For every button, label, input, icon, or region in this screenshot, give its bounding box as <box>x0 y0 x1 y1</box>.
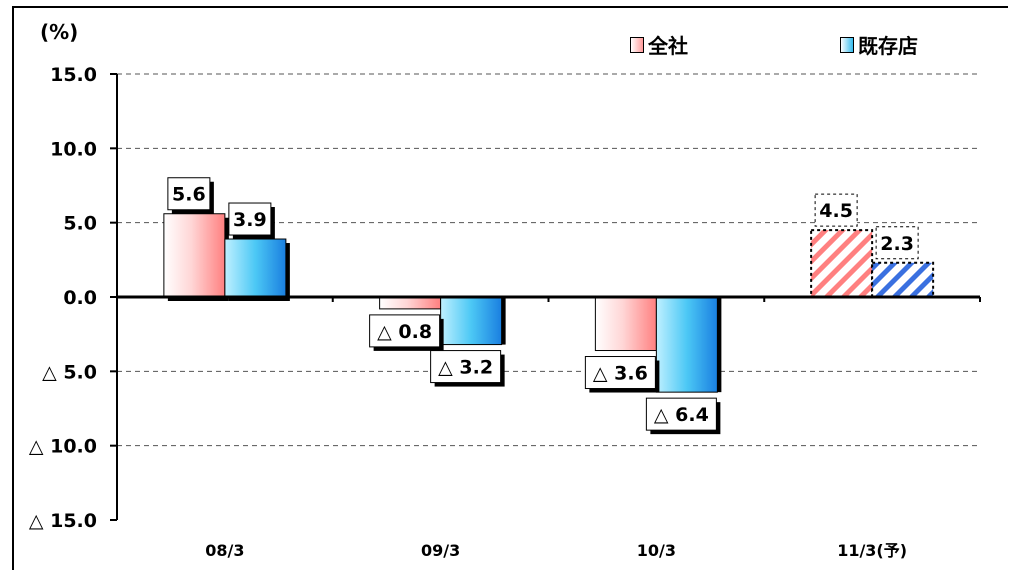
y-tick-label: 10.0 <box>50 138 97 160</box>
data-label: 2.3 <box>880 233 914 255</box>
legend-swatch-kizonten <box>840 36 854 53</box>
data-label: 3.9 <box>233 209 267 231</box>
legend-item-kizonten: 既存店 <box>840 30 918 59</box>
x-category-label: 08/3 <box>205 541 244 560</box>
data-label-box <box>430 350 502 384</box>
bar-kizonten <box>224 238 287 298</box>
legend-item-zensha: 全社 <box>630 30 688 59</box>
data-label-box <box>814 193 858 227</box>
data-label: △ 6.4 <box>654 404 709 426</box>
y-tick-label: 0.0 <box>63 287 97 309</box>
bar-zensha <box>594 296 657 352</box>
chart-frame <box>12 6 1008 570</box>
data-label-box <box>584 356 656 390</box>
data-label-box <box>228 202 272 236</box>
bar-zensha <box>379 296 442 310</box>
y-axis-unit-label: (%) <box>40 20 79 44</box>
data-label-box <box>875 226 919 260</box>
data-label: 5.6 <box>172 184 206 206</box>
bar-zensha <box>163 213 226 298</box>
data-label: 4.5 <box>819 200 853 222</box>
y-tick-label: 15.0 <box>50 64 97 86</box>
data-label-box <box>369 314 441 348</box>
bar-kizonten <box>440 296 503 346</box>
bar-kizonten <box>655 296 718 393</box>
x-category-label: 10/3 <box>637 541 676 560</box>
bar-zensha <box>810 229 874 299</box>
data-label: △ 3.6 <box>593 363 648 385</box>
y-tick-label: △ 15.0 <box>29 510 97 532</box>
y-tick-label: △ 5.0 <box>42 361 97 383</box>
bar-kizonten <box>871 261 935 299</box>
x-category-label: 11/3(予) <box>837 541 907 560</box>
data-label-box <box>167 177 211 211</box>
y-tick-label: 5.0 <box>63 213 97 235</box>
legend-swatch-zensha <box>630 36 644 53</box>
data-label: △ 0.8 <box>377 321 432 343</box>
data-label-box <box>645 397 717 431</box>
legend-label-kizonten: 既存店 <box>858 34 918 58</box>
y-tick-label: △ 10.0 <box>29 436 97 458</box>
x-category-label: 09/3 <box>421 541 460 560</box>
legend-label-zensha: 全社 <box>648 34 688 58</box>
data-label: △ 3.2 <box>438 357 493 379</box>
